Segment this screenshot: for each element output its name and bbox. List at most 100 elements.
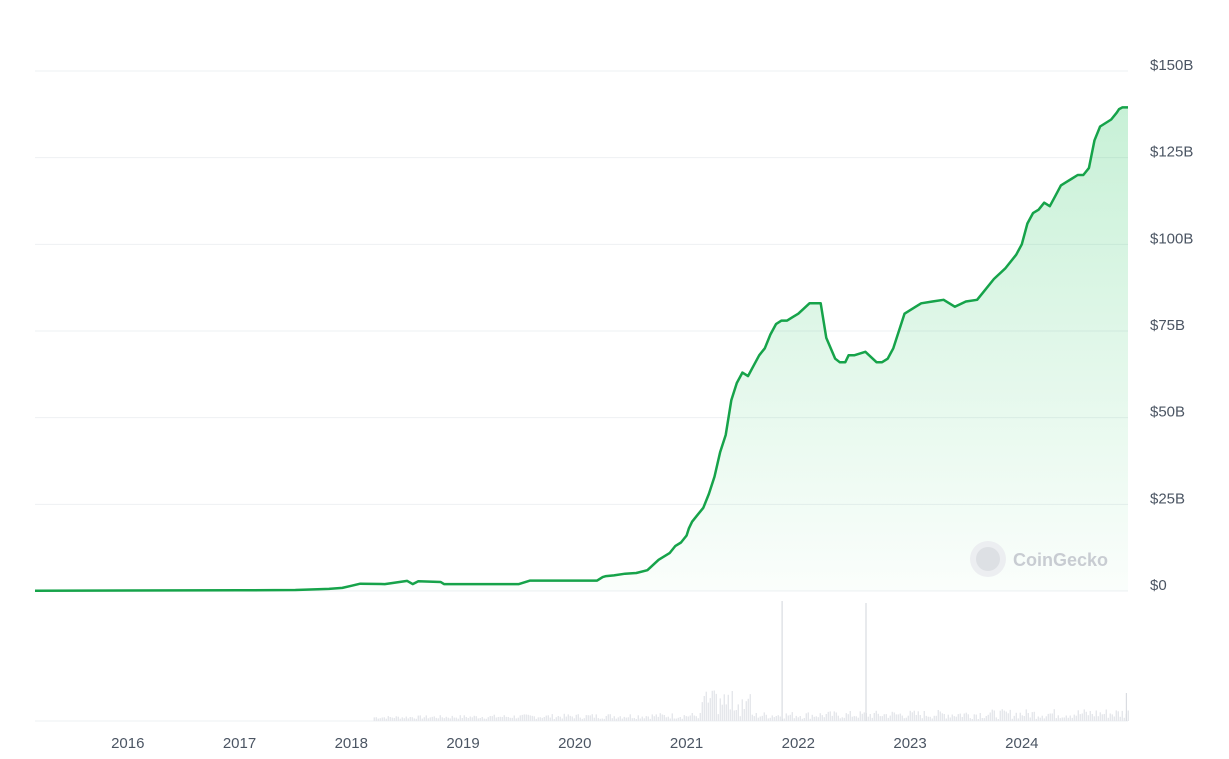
volume-bar	[445, 716, 447, 721]
volume-bar	[759, 716, 761, 721]
volume-bar	[657, 716, 659, 721]
volume-bar	[1093, 716, 1095, 721]
volume-bar	[943, 714, 945, 721]
volume-bar	[989, 712, 991, 721]
volume-bar	[1085, 711, 1087, 721]
volume-bar	[927, 716, 929, 721]
volume-bar	[603, 718, 605, 721]
volume-bar	[887, 717, 889, 721]
volume-bar	[1079, 714, 1081, 721]
volume-bar	[663, 715, 665, 721]
volume-bar	[1027, 713, 1029, 721]
volume-bar	[651, 714, 653, 721]
volume-bar	[875, 710, 877, 721]
volume-bar	[513, 715, 515, 721]
volume-bar	[799, 716, 801, 721]
volume-bar	[505, 716, 507, 721]
volume-bar	[1005, 711, 1007, 721]
volume-bar	[709, 698, 711, 721]
volume-bar	[783, 718, 785, 721]
volume-bar	[403, 718, 405, 721]
volume-bar	[441, 717, 443, 721]
volume-bar	[741, 699, 743, 721]
volume-bar	[681, 718, 683, 721]
volume-bar	[655, 714, 657, 721]
volume-bar	[561, 718, 563, 721]
volume-bar	[645, 716, 647, 721]
volume-bar	[1055, 718, 1057, 721]
volume-bar	[773, 717, 775, 721]
volume-bar	[833, 711, 835, 721]
volume-bar	[725, 704, 727, 721]
volume-bar	[947, 714, 949, 721]
volume-bar	[687, 716, 689, 721]
volume-bar	[929, 716, 931, 721]
volume-bar	[767, 718, 769, 721]
volume-bar	[619, 716, 621, 721]
volume-spike	[781, 601, 783, 721]
volume-bar	[893, 712, 895, 721]
volume-bar	[1097, 716, 1099, 721]
volume-bar	[389, 717, 391, 721]
volume-bar	[559, 716, 561, 721]
volume-bar	[507, 717, 509, 721]
coingecko-watermark: CoinGecko	[970, 541, 1108, 577]
volume-bar	[977, 719, 979, 721]
volume-bar	[471, 717, 473, 721]
volume-bar	[959, 713, 961, 721]
volume-bar	[375, 717, 377, 721]
volume-bar	[587, 715, 589, 721]
volume-bar	[673, 718, 675, 721]
volume-bar	[1041, 715, 1043, 721]
volume-bar	[491, 716, 493, 721]
volume-bars	[373, 601, 1129, 721]
volume-bar	[877, 713, 879, 721]
volume-bar	[397, 716, 399, 721]
volume-bar	[1105, 709, 1107, 721]
volume-bar	[599, 718, 601, 721]
volume-bar	[801, 718, 803, 721]
volume-bar	[967, 714, 969, 721]
volume-bar	[415, 718, 417, 721]
volume-bar	[859, 711, 861, 721]
volume-bar	[917, 711, 919, 721]
volume-bar	[987, 714, 989, 721]
volume-bar	[695, 716, 697, 721]
volume-bar	[1025, 709, 1027, 721]
x-tick-label: 2021	[670, 735, 703, 752]
volume-bar	[693, 715, 695, 721]
volume-bar	[915, 715, 917, 721]
volume-bar	[1039, 717, 1041, 721]
volume-bar	[611, 718, 613, 721]
volume-bar	[881, 716, 883, 721]
volume-bar	[1111, 714, 1113, 721]
volume-bar	[495, 717, 497, 721]
volume-bar	[763, 712, 765, 721]
volume-bar	[413, 718, 415, 721]
volume-bar	[431, 716, 433, 721]
volume-bar	[503, 715, 505, 721]
volume-bar	[949, 717, 951, 721]
volume-bar	[373, 717, 375, 721]
volume-bar	[1031, 712, 1033, 721]
volume-bar	[1061, 717, 1063, 721]
volume-bar	[635, 719, 637, 721]
volume-bar	[625, 717, 627, 721]
volume-bar	[437, 718, 439, 721]
volume-bar	[1077, 710, 1079, 721]
volume-bar	[469, 716, 471, 721]
volume-bar	[1107, 717, 1109, 721]
volume-bar	[845, 713, 847, 721]
volume-bar	[1123, 717, 1125, 721]
volume-bar	[677, 717, 679, 721]
volume-bar	[849, 711, 851, 721]
y-tick-label: $100B	[1150, 230, 1193, 247]
volume-bar	[939, 711, 941, 721]
volume-bar	[481, 717, 483, 721]
volume-bar	[779, 716, 781, 721]
volume-bar	[753, 716, 755, 721]
volume-bar	[443, 718, 445, 721]
volume-bar	[565, 716, 567, 721]
volume-bar	[703, 696, 705, 721]
volume-bar	[585, 715, 587, 721]
